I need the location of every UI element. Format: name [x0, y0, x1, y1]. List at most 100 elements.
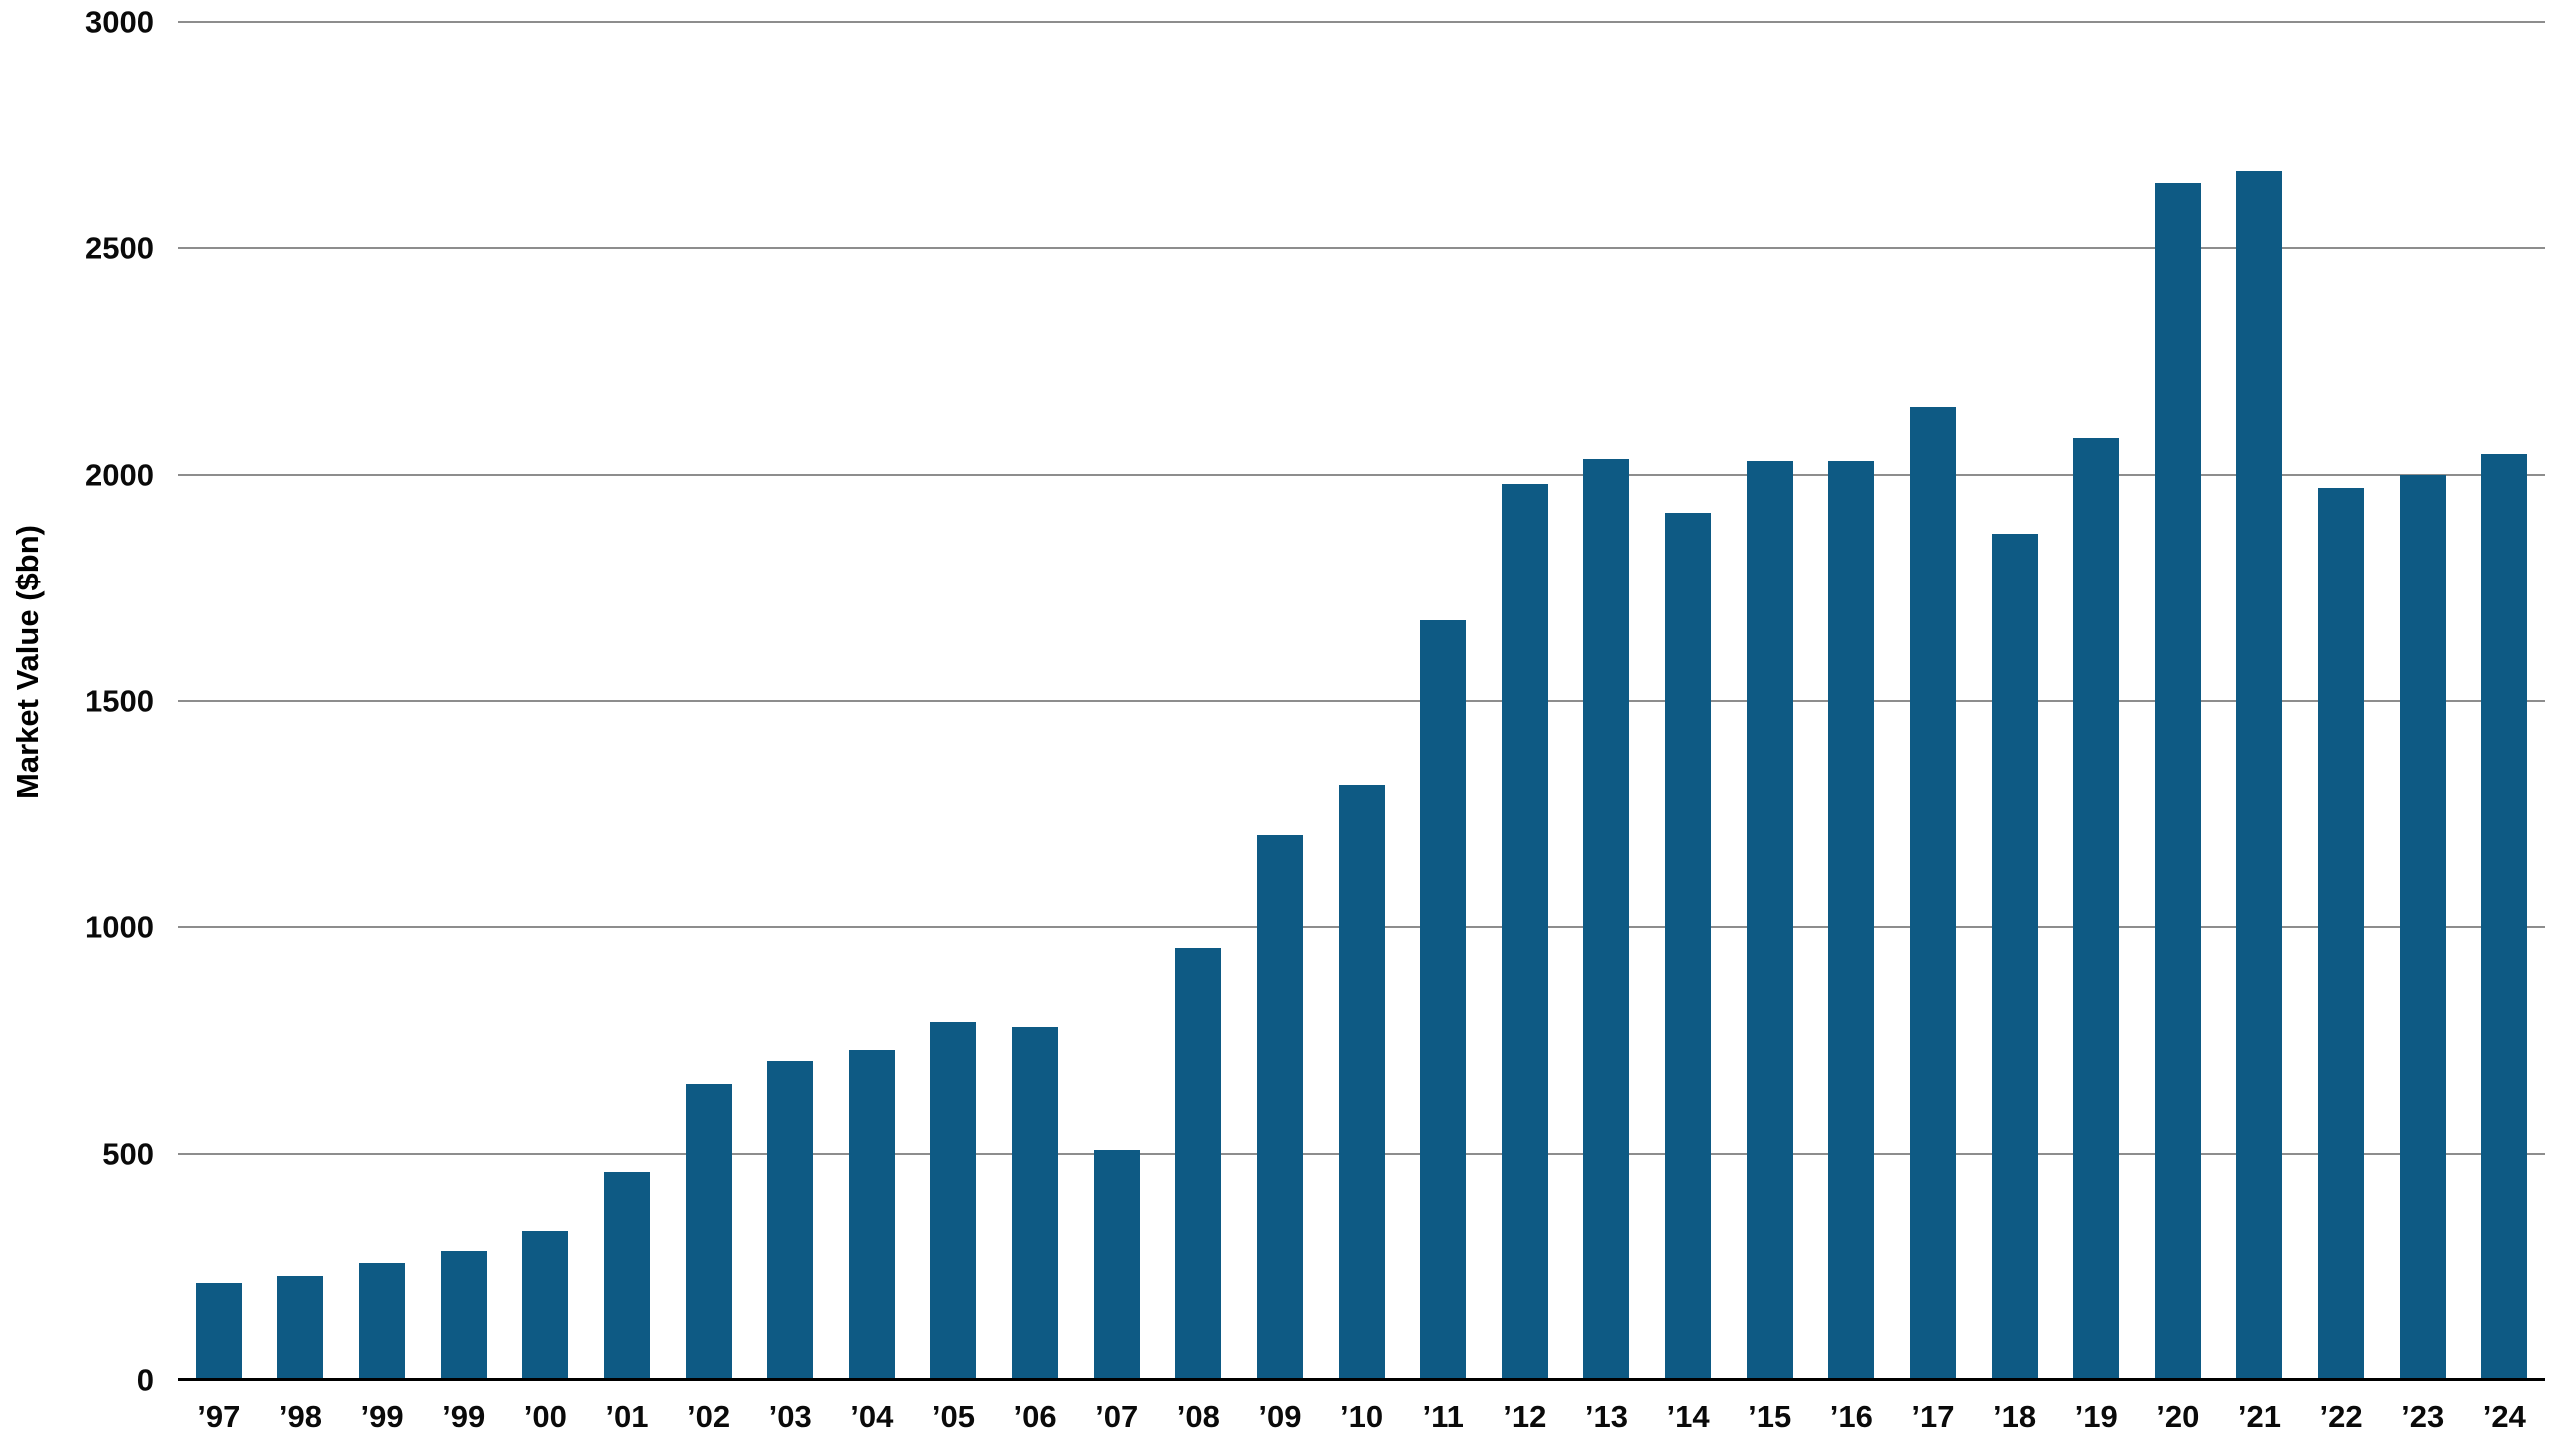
bar-slot: [1402, 22, 1484, 1380]
bar-8-04: [848, 1049, 895, 1380]
bar-11-07: [1093, 1150, 1140, 1380]
bar-slot: [1729, 22, 1811, 1380]
x-tick-label-4: ’00: [523, 1399, 567, 1434]
bar-slot: [2464, 22, 2546, 1380]
bar-slot: [1811, 22, 1893, 1380]
gridline-3000: [178, 21, 2545, 23]
bars-layer: [178, 22, 2545, 1380]
y-axis-title: Market Value ($bn): [10, 525, 45, 800]
bar-slot: [2055, 22, 2137, 1380]
x-tick-label-17: ’13: [1584, 1399, 1628, 1434]
x-tick-label-18: ’14: [1666, 1399, 1710, 1434]
x-tick-label-5: ’01: [605, 1399, 649, 1434]
x-tick-label-16: ’12: [1503, 1399, 1547, 1434]
gridline-2500: [178, 247, 2545, 250]
bar-7-03: [767, 1060, 814, 1380]
bar-slot: [1974, 22, 2056, 1380]
bar-slot: [586, 22, 668, 1380]
bar-6-02: [685, 1083, 732, 1380]
x-tick-label-13: ’09: [1258, 1399, 1302, 1434]
x-tick-label-26: ’22: [2319, 1399, 2363, 1434]
bar-slot: [2300, 22, 2382, 1380]
bar-slot: [1484, 22, 1566, 1380]
bar-1-98: [277, 1275, 324, 1380]
bar-13-09: [1256, 834, 1303, 1380]
x-axis-line: [178, 1378, 2545, 1381]
gridline-2000: [178, 473, 2545, 476]
x-tick-label-1: ’98: [278, 1399, 322, 1434]
bar-slot: [260, 22, 342, 1380]
bar-slot: [2382, 22, 2464, 1380]
y-tick-label-2000: 2000: [85, 457, 154, 493]
y-tick-label-2500: 2500: [85, 230, 154, 266]
bar-25-21: [2236, 171, 2283, 1380]
bar-20-16: [1828, 461, 1875, 1380]
x-tick-label-12: ’08: [1176, 1399, 1220, 1434]
bar-21-17: [1909, 406, 1956, 1380]
y-tick-label-0: 0: [136, 1362, 154, 1398]
bar-12-08: [1175, 947, 1222, 1380]
bar-0-97: [195, 1282, 242, 1380]
y-tick-label-3000: 3000: [85, 4, 154, 40]
y-tick-label-1500: 1500: [85, 683, 154, 719]
bar-3-99: [440, 1251, 487, 1380]
bar-17-13: [1583, 458, 1630, 1380]
bar-slot: [1892, 22, 1974, 1380]
bar-19-15: [1746, 461, 1793, 1380]
bar-slot: [1566, 22, 1648, 1380]
bar-slot: [1076, 22, 1158, 1380]
x-axis-labels: ’97 ’98 ’99 ’99 ’00 ’01 ’02 ’03 ’04 ’05 ’06 ’07 ’08 ’…: [178, 1390, 2545, 1432]
bar-slot: [178, 22, 260, 1380]
x-tick-label-7: ’03: [768, 1399, 812, 1434]
bar-9-05: [930, 1022, 977, 1380]
bar-27-23: [2399, 474, 2446, 1380]
plot-area: 0 500 1000 1500 2000 2500 3000: [85, 7, 2545, 1396]
bar-26-22: [2318, 488, 2365, 1380]
x-tick-label-0: ’97: [197, 1399, 241, 1434]
bar-16-12: [1501, 483, 1548, 1380]
x-tick-label-22: ’18: [1993, 1399, 2037, 1434]
x-tick-label-25: ’21: [2237, 1399, 2281, 1434]
y-tick-label-500: 500: [102, 1136, 154, 1172]
bar-slot: [831, 22, 913, 1380]
bar-slot: [1158, 22, 1240, 1380]
x-tick-label-24: ’20: [2156, 1399, 2200, 1434]
x-tick-label-6: ’02: [687, 1399, 731, 1434]
bar-slot: [994, 22, 1076, 1380]
bar-slot: [2219, 22, 2301, 1380]
x-tick-label-10: ’06: [1013, 1399, 1057, 1434]
bar-4-00: [522, 1230, 569, 1380]
bar-slot: [423, 22, 505, 1380]
y-tick-label-1000: 1000: [85, 909, 154, 945]
bar-23-19: [2073, 438, 2120, 1380]
bar-slot: [1321, 22, 1403, 1380]
x-tick-label-2: ’99: [360, 1399, 404, 1434]
x-tick-label-23: ’19: [2074, 1399, 2118, 1434]
x-tick-label-9: ’05: [931, 1399, 975, 1434]
bar-slot: [1647, 22, 1729, 1380]
gridline-1500: [178, 700, 2545, 702]
x-tick-label-3: ’99: [442, 1399, 486, 1434]
bar-2-99: [359, 1263, 406, 1380]
bar-24-20: [2154, 182, 2201, 1380]
bar-5-01: [603, 1171, 650, 1380]
bar-slot: [505, 22, 587, 1380]
bar-slot: [668, 22, 750, 1380]
bar-slot: [2137, 22, 2219, 1380]
bar-slot: [749, 22, 831, 1380]
bar-28-24: [2481, 454, 2528, 1380]
bar-14-10: [1338, 784, 1385, 1380]
x-tick-label-27: ’23: [2401, 1399, 2445, 1434]
bar-10-06: [1012, 1026, 1059, 1380]
x-tick-label-14: ’10: [1340, 1399, 1384, 1434]
bar-slot: [341, 22, 423, 1380]
x-tick-label-19: ’15: [1748, 1399, 1792, 1434]
x-tick-label-8: ’04: [850, 1399, 894, 1434]
x-tick-label-11: ’07: [1095, 1399, 1139, 1434]
x-tick-label-28: ’24: [2482, 1399, 2526, 1434]
bar-15-11: [1420, 619, 1467, 1380]
bar-slot: [913, 22, 995, 1380]
x-tick-label-20: ’16: [1829, 1399, 1873, 1434]
bar-22-18: [1991, 533, 2038, 1380]
